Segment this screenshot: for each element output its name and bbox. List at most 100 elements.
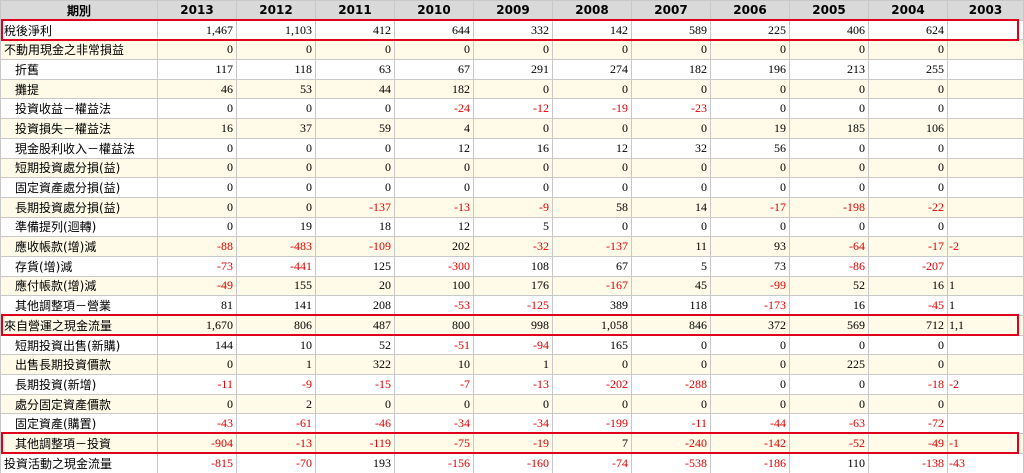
- value-cell: 0: [789, 98, 869, 120]
- value-cell: 0: [552, 216, 632, 238]
- value-cell: 0: [631, 118, 711, 139]
- year-header: 2005: [789, 0, 869, 21]
- value-cell: -63: [789, 413, 869, 435]
- table-row: 現金股利收入－權益法 0 0 0 12 16 12 32 56 0 0: [0, 137, 1024, 159]
- value-cell: 291: [473, 59, 553, 80]
- value-cell: -300: [394, 255, 474, 277]
- table-row: 準備提列(迴轉) 0 19 18 12 5 0 0 0 0 0: [0, 216, 1024, 238]
- empty-cell: [947, 413, 1024, 435]
- empty-cell: [947, 393, 1024, 415]
- value-cell: 0: [710, 39, 790, 61]
- value-cell: 165: [552, 334, 632, 356]
- value-cell: 0: [236, 177, 316, 198]
- value-cell: 16: [473, 137, 553, 159]
- row-label: 不動用現金之非常損益: [0, 39, 158, 61]
- value-cell: 0: [394, 177, 474, 198]
- value-cell: 0: [157, 177, 237, 198]
- year-header: 2008: [552, 0, 632, 21]
- value-cell: 5: [473, 216, 553, 238]
- year-header: 2013: [157, 0, 237, 21]
- value-cell: 110: [789, 452, 869, 473]
- value-cell: 225: [789, 354, 869, 376]
- table-row: 固定資產處分損(益) 0 0 0 0 0 0 0 0 0 0: [0, 177, 1024, 198]
- value-cell: -109: [315, 236, 395, 257]
- value-cell: 58: [552, 196, 632, 218]
- table-row: 投資損失－權益法 16 37 59 4 0 0 0 19 185 106: [0, 118, 1024, 139]
- empty-cell: [947, 334, 1024, 356]
- row-label: 存貨(增)減: [0, 255, 158, 277]
- value-cell: -43: [157, 413, 237, 435]
- row-label: 出售長期投資價款: [0, 354, 158, 376]
- row-label: 投資損失－權益法: [0, 118, 158, 139]
- value-cell: -75: [394, 433, 474, 454]
- value-cell: 52: [789, 275, 869, 297]
- value-cell: 213: [789, 59, 869, 80]
- value-cell: 0: [631, 393, 711, 415]
- row-label: 短期投資處分損(益): [0, 157, 158, 179]
- value-cell: 196: [710, 59, 790, 80]
- value-cell: 0: [631, 39, 711, 61]
- value-cell: -32: [473, 236, 553, 257]
- table-row: 其他調整項－營業 81 141 208 -53 -125 389 118 -173 16 -45 1: [0, 295, 1024, 316]
- value-cell: 806: [236, 315, 316, 336]
- value-cell: 19: [236, 216, 316, 238]
- value-cell: -199: [552, 413, 632, 435]
- value-cell: -11: [157, 374, 237, 395]
- value-cell: 44: [315, 78, 395, 100]
- table-row: 投資收益－權益法 0 0 0 -24 -12 -19 -23 0 0 0: [0, 98, 1024, 120]
- value-cell: -2: [947, 374, 1024, 395]
- value-cell: 59: [315, 118, 395, 139]
- value-cell: -9: [473, 196, 553, 218]
- value-cell: 0: [315, 39, 395, 61]
- row-label: 短期投資出售(新購): [0, 334, 158, 356]
- value-cell: 1,058: [552, 315, 632, 336]
- value-cell: 0: [394, 393, 474, 415]
- value-cell: -9: [236, 374, 316, 395]
- value-cell: -19: [473, 433, 553, 454]
- value-cell: 1,467: [157, 19, 237, 41]
- value-cell: 144: [157, 334, 237, 356]
- value-cell: -288: [631, 374, 711, 395]
- value-cell: 998: [473, 315, 553, 336]
- row-label: 攤提: [0, 78, 158, 100]
- value-cell: 0: [236, 137, 316, 159]
- row-label: 其他調整項－投資: [0, 433, 158, 454]
- value-cell: 0: [552, 78, 632, 100]
- value-cell: 569: [789, 315, 869, 336]
- year-header: 2009: [473, 0, 553, 21]
- value-cell: -7: [394, 374, 474, 395]
- value-cell: -202: [552, 374, 632, 395]
- value-cell: 846: [631, 315, 711, 336]
- value-cell: 67: [394, 59, 474, 80]
- value-cell: -74: [552, 452, 632, 473]
- value-cell: 0: [710, 216, 790, 238]
- value-cell: 193: [315, 452, 395, 473]
- table-row: 不動用現金之非常損益 0 0 0 0 0 0 0 0 0 0: [0, 39, 1024, 61]
- empty-cell: [947, 255, 1024, 277]
- value-cell: 18: [315, 216, 395, 238]
- table-row: 長期投資處分損(益) 0 0 -137 -13 -9 58 14 -17 -198 -22: [0, 196, 1024, 218]
- value-cell: -73: [157, 255, 237, 277]
- table-row: 短期投資處分損(益) 0 0 0 0 0 0 0 0 0 0: [0, 157, 1024, 179]
- value-cell: -17: [868, 236, 948, 257]
- value-cell: 12: [394, 137, 474, 159]
- value-cell: -173: [710, 295, 790, 316]
- value-cell: 0: [868, 177, 948, 198]
- table-row: 出售長期投資價款 0 1 322 10 1 0 0 0 225 0: [0, 354, 1024, 376]
- value-cell: 322: [315, 354, 395, 376]
- value-cell: 11: [631, 236, 711, 257]
- value-cell: 0: [315, 393, 395, 415]
- value-cell: -46: [315, 413, 395, 435]
- value-cell: 0: [157, 216, 237, 238]
- value-cell: 141: [236, 295, 316, 316]
- value-cell: 0: [157, 157, 237, 179]
- value-cell: -15: [315, 374, 395, 395]
- value-cell: 0: [473, 393, 553, 415]
- value-cell: 100: [394, 275, 474, 297]
- value-cell: 0: [552, 393, 632, 415]
- value-cell: 0: [473, 118, 553, 139]
- row-label: 固定資產處分損(益): [0, 177, 158, 198]
- value-cell: 0: [552, 118, 632, 139]
